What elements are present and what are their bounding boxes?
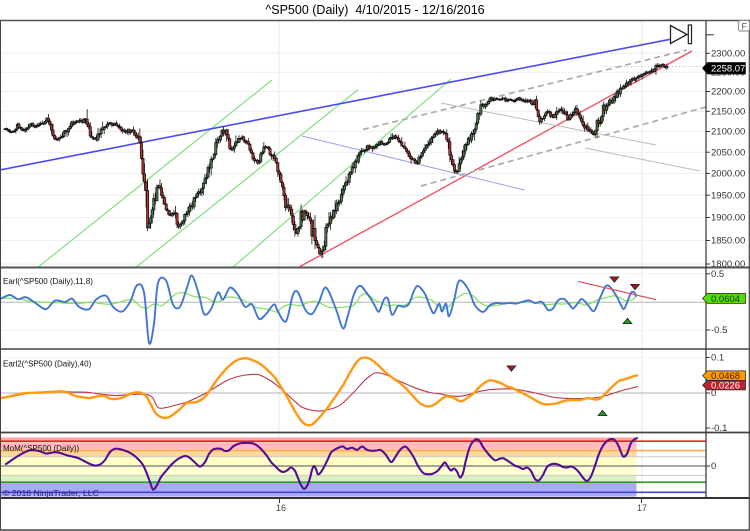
svg-text:17: 17 [637, 503, 647, 513]
svg-text:1950.00: 1950.00 [711, 190, 745, 201]
svg-text:Earl2(^SP500 (Daily),40): Earl2(^SP500 (Daily),40) [3, 360, 92, 369]
svg-text:0: 0 [711, 388, 716, 399]
svg-text:0.1: 0.1 [711, 353, 724, 364]
svg-text:© 2016 NinjaTrader, LLC: © 2016 NinjaTrader, LLC [3, 488, 99, 498]
svg-text:F: F [742, 22, 748, 32]
svg-text:2000.00: 2000.00 [711, 169, 745, 180]
svg-text:2300.00: 2300.00 [711, 49, 745, 60]
svg-text:0.0226: 0.0226 [711, 381, 740, 392]
svg-text:^SP500 (Daily) 4/10/2015 - 12: ^SP500 (Daily) 4/10/2015 - 12/16/2016 [265, 3, 484, 17]
svg-text:2258.07: 2258.07 [711, 64, 745, 75]
svg-text:0.0468: 0.0468 [711, 371, 740, 382]
svg-text:1900.00: 1900.00 [711, 213, 745, 224]
svg-text:2200.00: 2200.00 [711, 87, 745, 98]
svg-text:Earl(^SP500 (Daily),11,8): Earl(^SP500 (Daily),11,8) [3, 277, 93, 286]
svg-text:-0.1: -0.1 [711, 423, 727, 434]
svg-text:2100.00: 2100.00 [711, 127, 745, 138]
svg-text:1800.00: 1800.00 [711, 259, 745, 270]
svg-text:0: 0 [711, 461, 716, 472]
svg-text:-0.5: -0.5 [711, 325, 727, 336]
svg-text:0.5: 0.5 [711, 269, 724, 280]
svg-text:16: 16 [276, 503, 286, 513]
svg-text:MoM(^SP500 (Daily)): MoM(^SP500 (Daily)) [3, 444, 80, 453]
svg-text:0.0604: 0.0604 [711, 294, 740, 305]
svg-text:2150.00: 2150.00 [711, 107, 745, 118]
svg-text:2050.00: 2050.00 [711, 147, 745, 158]
svg-text:1850.00: 1850.00 [711, 236, 745, 247]
